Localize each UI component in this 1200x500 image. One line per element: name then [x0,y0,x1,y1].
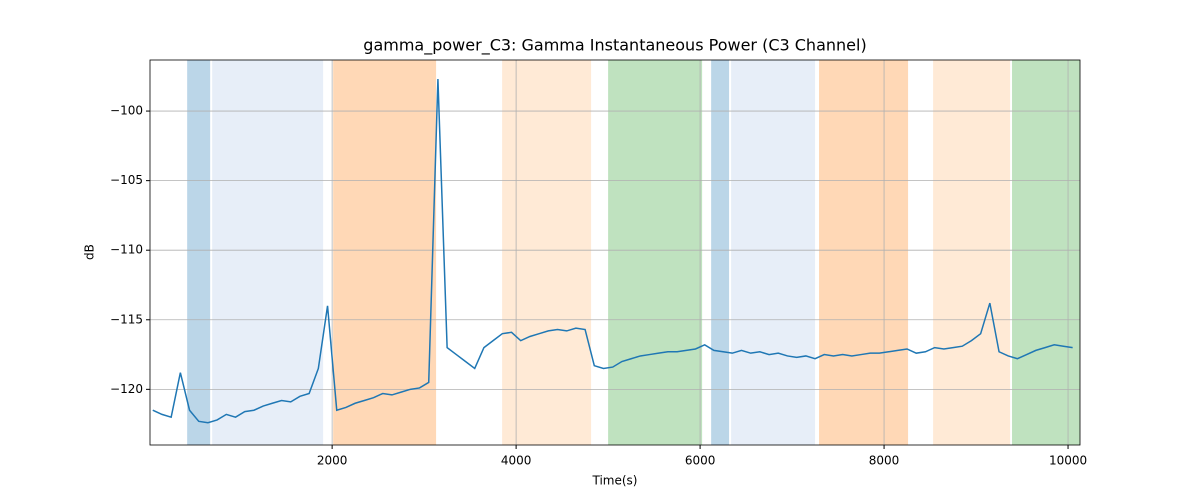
y-tick-label: −100 [110,104,143,118]
y-tick-label: −115 [110,312,143,326]
shaded-span [819,60,909,445]
shaded-span [933,60,1011,445]
shaded-span [1012,60,1080,445]
y-tick-label: −120 [110,382,143,396]
data-line [152,79,1073,424]
shaded-span [608,60,703,445]
y-axis-label: dB [83,244,97,260]
shaded-span [212,60,324,445]
shaded-span [187,60,211,445]
shaded-span [731,60,816,445]
shaded-span [711,60,730,445]
x-tick-label: 2000 [317,454,348,468]
plot-frame [149,59,1081,446]
shaded-span [502,60,592,445]
y-tick-label: −105 [110,173,143,187]
chart-title: gamma_power_C3: Gamma Instantaneous Powe… [363,36,866,56]
x-tick-label: 10000 [1049,454,1087,468]
x-tick-label: 4000 [501,454,532,468]
shaded-span [333,60,437,445]
y-tick-label: −110 [110,243,143,257]
x-axis-label: Time(s) [592,474,638,488]
x-tick-label: 6000 [685,454,716,468]
x-tick-label: 8000 [869,454,900,468]
